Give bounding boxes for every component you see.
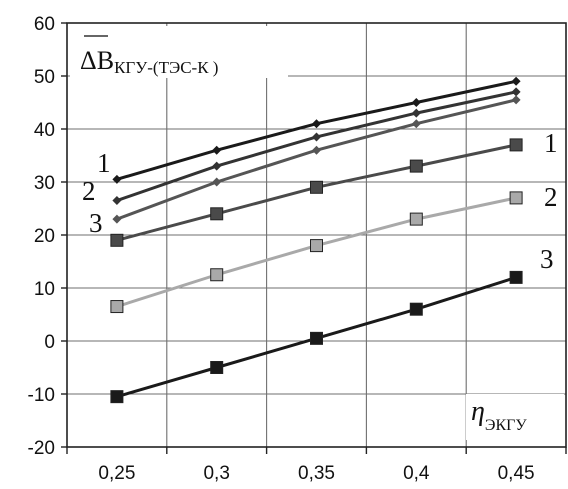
data-point xyxy=(509,191,523,205)
data-point xyxy=(409,159,423,173)
data-point xyxy=(312,132,321,142)
y-tick-label: 10 xyxy=(34,279,55,300)
y-tick-label: 40 xyxy=(34,120,55,141)
y-tick-label: -10 xyxy=(28,385,55,406)
y-axis-title-box xyxy=(70,26,288,78)
x-tick-label: 0,25 xyxy=(98,463,135,484)
data-point xyxy=(312,119,321,129)
data-point xyxy=(511,76,521,86)
data-point xyxy=(310,180,323,194)
y-tick-label: 50 xyxy=(34,67,55,88)
y-tick-label: 20 xyxy=(34,226,55,247)
data-point xyxy=(210,207,224,221)
data-point xyxy=(212,145,222,155)
data-point xyxy=(112,174,122,184)
data-point xyxy=(212,177,222,187)
data-point xyxy=(210,268,224,282)
x-axis-title-main: η xyxy=(471,396,485,427)
x-axis-title-sub: ЭКГУ xyxy=(485,417,527,434)
series-4 xyxy=(110,138,523,247)
data-point xyxy=(509,138,523,152)
data-point xyxy=(312,145,321,155)
data-point xyxy=(509,270,523,284)
x-tick-label: 0,4 xyxy=(403,463,430,484)
x-tick-label: 0,35 xyxy=(298,463,335,484)
data-point xyxy=(511,95,521,105)
data-point xyxy=(110,390,124,404)
y-tick-label: 0 xyxy=(44,332,55,353)
data-point xyxy=(310,331,323,345)
series-label: 2 xyxy=(544,182,558,212)
y-tick-label: 60 xyxy=(34,14,55,35)
y-tick-label: -20 xyxy=(28,438,55,459)
series-1 xyxy=(112,76,521,184)
plot-frame xyxy=(66,22,567,448)
x-axis-title: ηЭКГУ xyxy=(471,396,527,434)
data-point xyxy=(212,161,222,171)
y-axis-title-main: ΔB xyxy=(80,46,114,75)
series-label: 1 xyxy=(544,128,558,158)
data-point xyxy=(411,119,421,129)
series-label: 2 xyxy=(82,176,96,206)
data-point xyxy=(110,300,124,314)
data-point xyxy=(411,98,421,107)
y-axis-title: ΔBКГУ-(ТЭС-К ) xyxy=(80,46,218,77)
series-layer xyxy=(110,76,523,404)
data-point xyxy=(210,361,224,374)
series-label: 1 xyxy=(97,148,111,178)
series-5 xyxy=(110,191,523,314)
data-point xyxy=(110,233,124,247)
series-2 xyxy=(112,87,521,206)
x-tick-label: 0,3 xyxy=(203,463,229,484)
y-axis-title-sub: КГУ-(ТЭС-К ) xyxy=(114,58,218,77)
data-point xyxy=(310,239,323,253)
y-tick-label: 30 xyxy=(34,173,55,194)
data-point xyxy=(409,302,423,316)
x-axis-title-box xyxy=(466,394,564,440)
series-3 xyxy=(112,95,521,224)
x-tick-label: 0,45 xyxy=(498,463,535,484)
series-6 xyxy=(110,270,523,404)
x-axis-tick-labels: 0,25 0,3 0,35 0,4 0,45 xyxy=(98,463,534,484)
series-label: 3 xyxy=(540,244,554,274)
data-point xyxy=(411,108,421,118)
data-point xyxy=(511,87,521,97)
data-point xyxy=(409,212,423,226)
series-label: 3 xyxy=(89,208,103,238)
data-point xyxy=(112,214,122,224)
y-axis-tick-labels: 60 50 40 30 20 10 0 -10 -20 xyxy=(28,14,55,459)
data-point xyxy=(112,196,122,206)
